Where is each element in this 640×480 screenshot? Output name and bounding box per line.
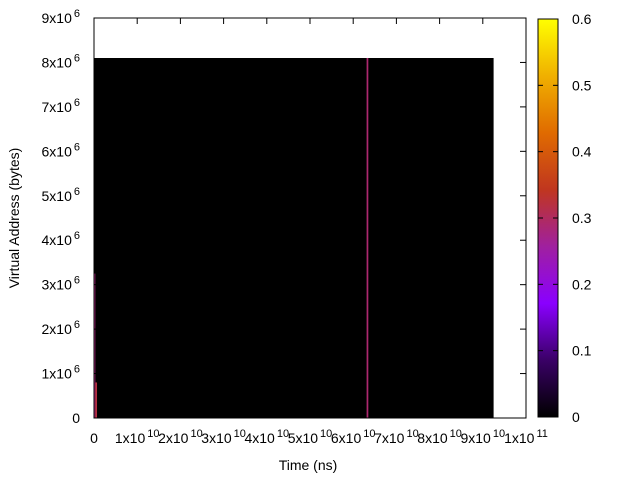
y-tick-label: 7x10 6 <box>42 97 80 115</box>
colorbar-tick-label: 0.4 <box>572 144 592 160</box>
heatmap-cell <box>94 273 96 418</box>
colorbar-tick-label: 0.5 <box>572 77 592 93</box>
colorbar-tick-label: 0.3 <box>572 210 592 226</box>
y-tick-label: 8x10 6 <box>42 52 80 70</box>
x-tick-label: 9x10 10 <box>460 428 505 446</box>
x-tick-label: 8x10 10 <box>417 428 462 446</box>
x-axis-label: Time (ns) <box>279 457 338 473</box>
colorbar-tick-label: 0.6 <box>572 11 592 27</box>
y-tick-label: 9x10 6 <box>42 8 80 26</box>
colorbar-tick-label: 0 <box>572 409 580 425</box>
colorbar: 0 0.1 0.2 0.3 0.4 0.5 0.6 <box>537 11 592 425</box>
y-tick-label: 4x10 6 <box>42 230 80 248</box>
y-tick-label: 5x10 6 <box>42 186 80 204</box>
heatmap-background <box>94 58 494 418</box>
y-tick-label: 6x10 6 <box>42 141 80 159</box>
x-tick-label: 1x10 10 <box>115 428 160 446</box>
heatmap-cell <box>366 58 369 418</box>
x-tick-label: 6x10 10 <box>331 428 376 446</box>
x-tick-label: 1x10 11 <box>504 428 548 446</box>
heatmap-cell <box>95 382 98 418</box>
y-tick-label: 0 <box>72 410 80 426</box>
x-tick-label: 5x10 10 <box>288 428 333 446</box>
colorbar-tick-label: 0.2 <box>572 276 592 292</box>
x-tick-label: 2x10 10 <box>158 428 203 446</box>
y-tick-label: 2x10 6 <box>42 319 80 337</box>
x-tick-label: 3x10 10 <box>201 428 246 446</box>
y-tick-label: 3x10 6 <box>42 275 80 293</box>
y-tick-label: 1x10 6 <box>42 364 80 382</box>
colorbar-tick-label: 0.1 <box>572 343 592 359</box>
x-tick-label: 4x10 10 <box>244 428 289 446</box>
y-axis-label: Virtual Address (bytes) <box>6 148 22 289</box>
x-tick-label: 0 <box>90 430 98 446</box>
y-axis: 0 1x10 6 2x10 6 3x10 6 4x10 6 5x10 6 6x10 6 7x10 6 8x10… <box>42 8 526 426</box>
x-tick-label: 7x10 10 <box>374 428 419 446</box>
